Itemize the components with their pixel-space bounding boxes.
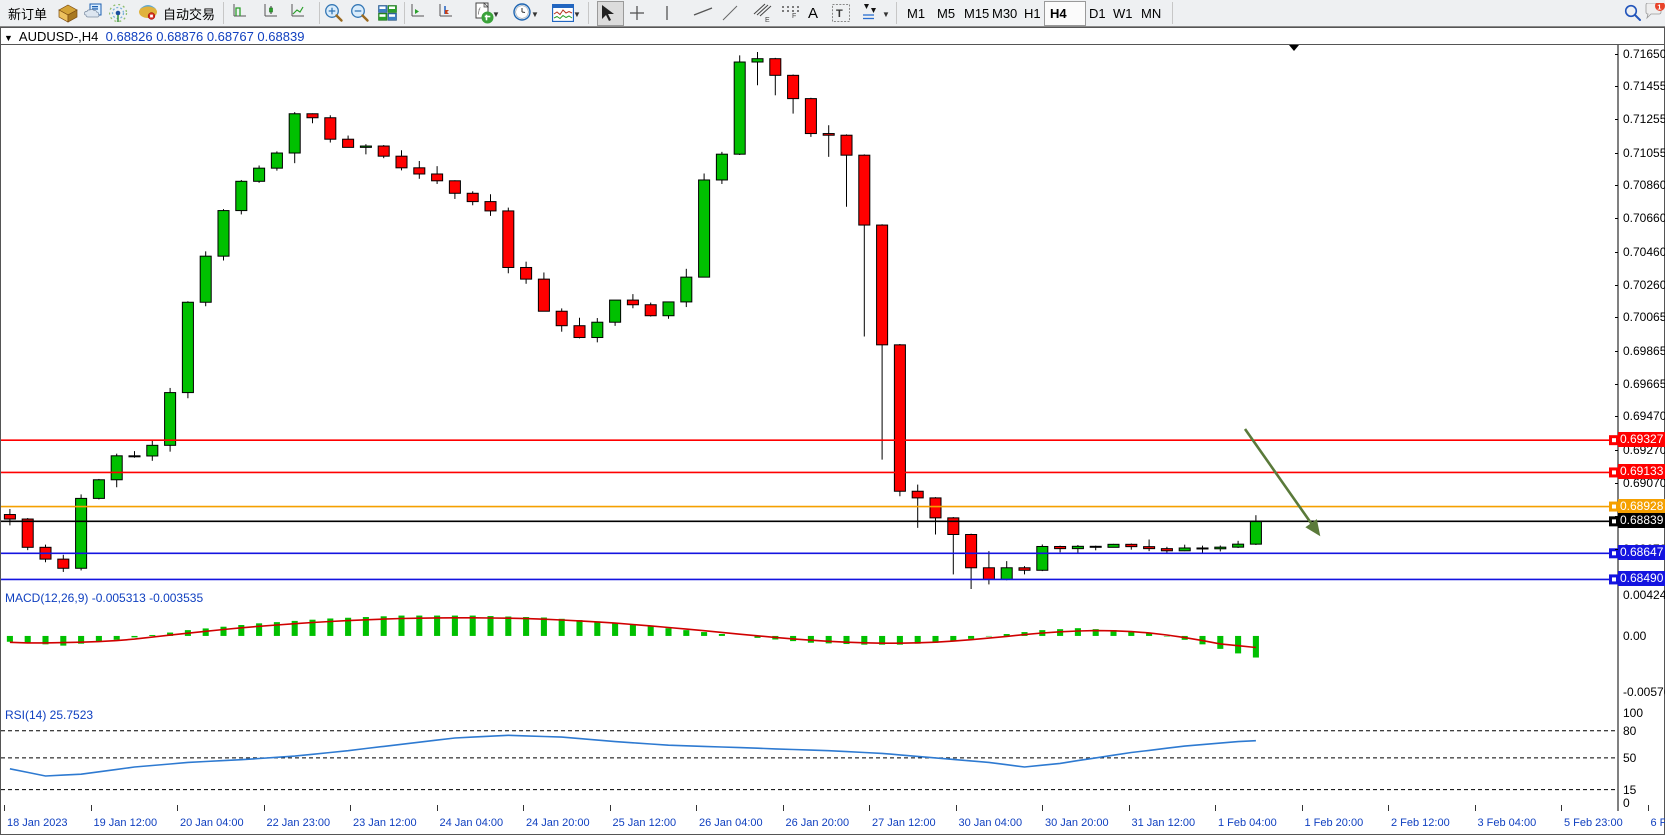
svg-text:T: T bbox=[836, 8, 843, 20]
svg-text:E: E bbox=[765, 17, 770, 23]
svg-text:F: F bbox=[792, 13, 796, 18]
svg-text:1: 1 bbox=[1657, 3, 1661, 11]
